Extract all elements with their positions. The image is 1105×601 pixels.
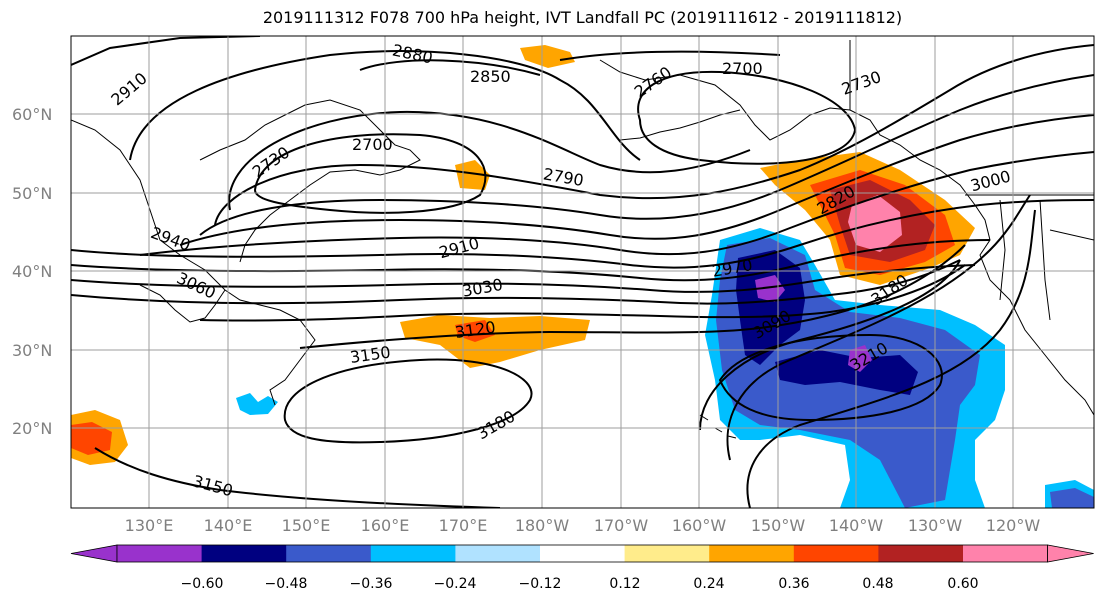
ivt-negative-region [848,345,872,372]
contour-line [637,70,857,165]
contour-line [228,110,751,211]
colorbar-tick-label: −0.24 [434,576,477,592]
graticule [71,36,1094,508]
longitude-labels: 130°E 140°E 150°E 160°E 170°E 180°W 170°… [125,516,1041,535]
colorbar-segment [793,545,879,562]
lon-label: 170°E [439,516,488,535]
ivt-positive-region [455,320,495,342]
map-border [70,35,1095,509]
contour-line [359,59,541,76]
colorbar-segments [70,544,1094,563]
colorbar-segment [624,545,710,562]
height-contours [71,36,1094,508]
contour-line [139,151,1094,256]
ivt-positive-region [455,160,490,190]
lon-label: 170°W [594,516,649,535]
lon-label: 130°W [908,516,963,535]
lon-label: 130°E [125,516,174,535]
latitude-labels: 60°N 50°N 40°N 30°N 20°N [12,105,52,438]
colorbar-segment [286,545,372,562]
contour-line [726,194,1031,461]
contour-line [71,264,976,293]
colorbar-tick-label: −0.48 [265,576,308,592]
ivt-positive-region [71,422,112,455]
colorbar-tick-label: 0.60 [947,576,978,592]
colorbar-segment [963,545,1049,562]
colorbar-tick-label: −0.36 [350,576,393,592]
colorbar-segment [201,545,287,562]
ivt-negative-region [736,250,805,365]
lon-label: 120°W [986,516,1041,535]
colorbar-ticks: −0.60 −0.48 −0.36 −0.24 −0.12 0.12 0.24 … [181,576,979,592]
contour-line [559,50,781,61]
lat-label: 20°N [12,419,52,438]
lon-label: 150°E [282,516,331,535]
contour-label: 2700 [722,59,763,78]
lat-label: 50°N [12,184,52,203]
colorbar-tick-label: 0.36 [778,576,809,592]
contour-line [71,259,961,305]
lon-label: 150°W [751,516,806,535]
lat-label: 30°N [12,341,52,360]
colorbar-segment [370,545,456,562]
lat-label: 40°N [12,262,52,281]
ivt-shading [71,45,1094,508]
ivt-positive-region [520,45,575,68]
colorbar-tick-label: −0.60 [181,576,224,592]
map-title: 2019111312 F078 700 hPa height, IVT Land… [262,8,903,27]
contour-line [283,358,533,444]
contour-line [179,114,1094,246]
contour-line [253,133,487,214]
lat-label: 60°N [12,105,52,124]
colorbar-extend-min [70,544,118,563]
colorbar-outline [116,544,1048,563]
colorbar-tick-label: 0.24 [693,576,724,592]
colorbar-segment [709,545,795,562]
lon-label: 140°E [204,516,253,535]
lon-label: 160°E [361,516,410,535]
contour-line [746,209,1036,508]
ivt-negative-region [236,393,278,415]
colorbar-tick-label: −0.12 [519,576,562,592]
colorbar-extend-max [1047,544,1094,563]
coastline-japan [139,284,226,323]
colorbar: −0.60 −0.48 −0.36 −0.24 −0.12 0.12 0.24 … [70,544,1094,592]
colorbar-segment [117,545,203,562]
contour-line [214,44,1094,226]
coastline-asia [71,119,316,406]
contour-line [199,264,966,322]
colorbar-tick-label: 0.12 [609,576,640,592]
colorbar-segment [878,545,964,562]
coastline-aleutians [619,109,741,141]
contour-line [129,50,641,161]
contour-line [299,244,966,349]
contour-label: 2850 [470,67,511,86]
contour-line [199,74,1094,236]
lon-label: 140°W [829,516,884,535]
contour-line [71,36,261,66]
lon-label: 180°W [515,516,570,535]
contour-label: 2700 [352,135,393,154]
contour-line [699,259,961,431]
coastline-alaska [599,59,1094,416]
contour-line [71,199,1094,269]
colorbar-segment [540,545,626,562]
colorbar-segment [455,545,541,562]
colorbar-tick-label: 0.48 [862,576,893,592]
lon-label: 160°W [672,516,727,535]
ivt-negative-region [1050,488,1094,508]
contour-line [94,447,501,508]
ivt-negative-region [775,350,918,395]
